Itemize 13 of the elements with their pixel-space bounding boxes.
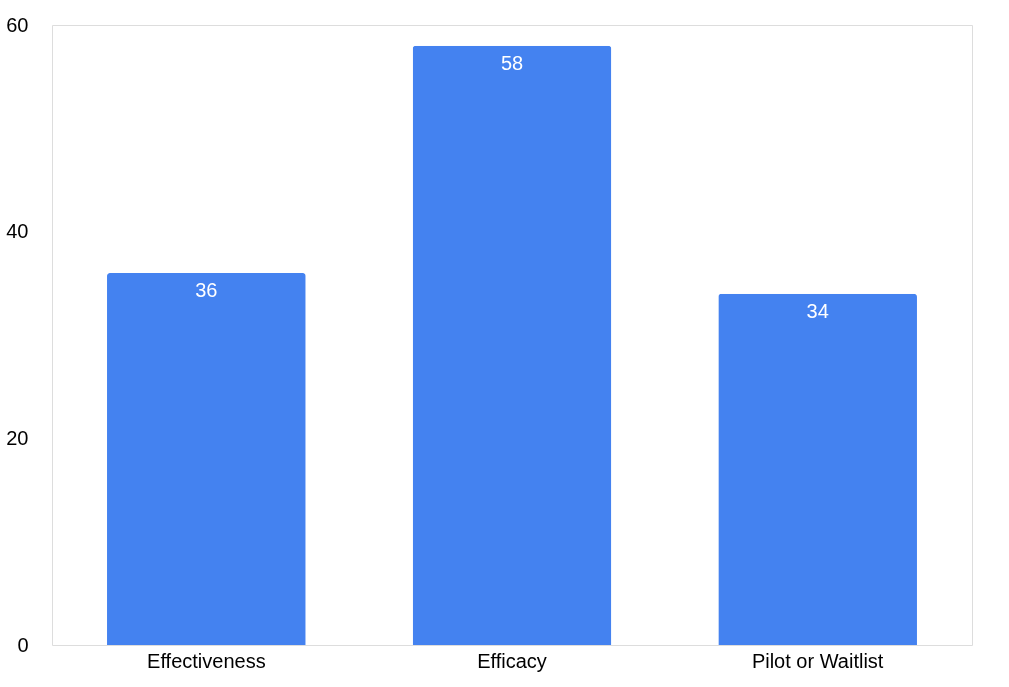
bar <box>107 273 306 645</box>
y-tick-label: 60 <box>6 13 29 36</box>
data-label: 36 <box>195 279 218 301</box>
x-tick-label: Effectiveness <box>147 649 266 672</box>
y-tick-label: 0 <box>17 633 29 656</box>
y-tick-label: 20 <box>6 426 29 449</box>
x-tick-label: Efficacy <box>477 649 547 672</box>
data-label: 58 <box>500 51 524 74</box>
bar <box>412 45 612 645</box>
bar <box>718 293 917 645</box>
data-label: 34 <box>806 299 829 322</box>
x-tick-label: Pilot or Waitlist <box>751 649 884 672</box>
y-tick-label: 40 <box>6 220 29 243</box>
